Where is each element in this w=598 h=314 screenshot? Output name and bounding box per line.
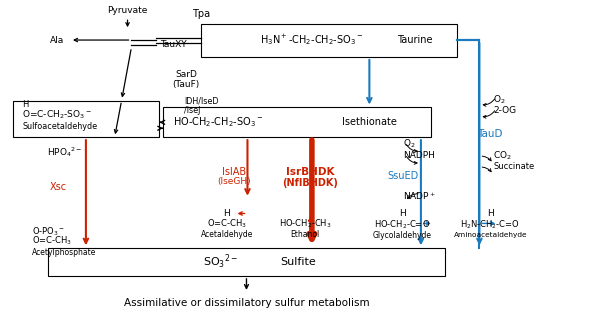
FancyBboxPatch shape	[48, 248, 445, 276]
Text: (NflBHDK): (NflBHDK)	[282, 178, 338, 188]
Text: H: H	[487, 209, 494, 218]
Text: O=C-CH$_2$-SO$_3$$^-$: O=C-CH$_2$-SO$_3$$^-$	[23, 108, 92, 121]
Text: Acetaldehyde: Acetaldehyde	[200, 230, 253, 239]
Text: HPO$_4$$^{2-}$: HPO$_4$$^{2-}$	[47, 145, 83, 159]
Text: TauXY: TauXY	[160, 41, 187, 50]
Text: NADPH: NADPH	[403, 150, 435, 160]
Text: HO-CH$_2$-CH$_3$: HO-CH$_2$-CH$_3$	[279, 217, 331, 230]
Text: H$_2$N-CH$_2$-C=O: H$_2$N-CH$_2$-C=O	[460, 218, 520, 231]
Text: H: H	[223, 209, 230, 218]
Text: HO-CH$_2$-C=O: HO-CH$_2$-C=O	[374, 218, 430, 231]
Text: IslAB: IslAB	[221, 167, 246, 177]
Text: Sulfoacetaldehyde: Sulfoacetaldehyde	[23, 122, 97, 131]
Text: IDH/IseD: IDH/IseD	[184, 97, 218, 106]
Text: Assimilative or dissimilatory sulfur metabolism: Assimilative or dissimilatory sulfur met…	[124, 298, 370, 308]
Text: Succinate: Succinate	[493, 162, 535, 171]
Text: (TauF): (TauF)	[172, 80, 200, 89]
Text: O=C-CH$_3$: O=C-CH$_3$	[32, 235, 72, 247]
Text: IsrBHDK: IsrBHDK	[286, 167, 334, 177]
Text: Taurine: Taurine	[397, 35, 432, 45]
Text: Pyruvate: Pyruvate	[108, 6, 148, 15]
Text: (IseGH): (IseGH)	[216, 177, 251, 186]
Text: O$_2$: O$_2$	[493, 93, 506, 106]
Text: H: H	[23, 100, 29, 109]
Text: Sulfite: Sulfite	[280, 257, 316, 267]
Text: Glycolaldehyde: Glycolaldehyde	[373, 231, 432, 240]
Text: HO-CH$_2$-CH$_2$-SO$_3$$^-$: HO-CH$_2$-CH$_2$-SO$_3$$^-$	[173, 116, 264, 129]
Text: Xsc: Xsc	[50, 182, 67, 192]
Text: 2-OG: 2-OG	[493, 106, 517, 115]
Text: CO$_2$: CO$_2$	[493, 150, 512, 162]
Text: O$_2$: O$_2$	[403, 138, 416, 150]
Text: TauD: TauD	[478, 129, 503, 139]
Text: H: H	[399, 209, 405, 218]
FancyBboxPatch shape	[163, 107, 431, 137]
FancyBboxPatch shape	[201, 24, 457, 57]
Text: Tpa: Tpa	[192, 9, 210, 19]
Text: Ala: Ala	[50, 35, 64, 45]
FancyBboxPatch shape	[13, 100, 159, 137]
Text: Aminoacetaldehyde: Aminoacetaldehyde	[453, 232, 527, 238]
Text: O-PO$_3$$^-$: O-PO$_3$$^-$	[32, 225, 65, 238]
Text: H$_3$N$^+$-CH$_2$-CH$_2$-SO$_3$$^-$: H$_3$N$^+$-CH$_2$-CH$_2$-SO$_3$$^-$	[260, 33, 364, 47]
Text: Ethanol: Ethanol	[290, 230, 319, 239]
Text: Isethionate: Isethionate	[341, 117, 396, 127]
Text: Acetylphosphate: Acetylphosphate	[32, 248, 97, 257]
Text: NADP$^+$: NADP$^+$	[403, 190, 437, 202]
Text: O=C-CH$_3$: O=C-CH$_3$	[207, 217, 246, 230]
Text: /IseJ: /IseJ	[184, 106, 200, 115]
Text: SarD: SarD	[175, 70, 197, 79]
Text: SsuED: SsuED	[388, 171, 419, 181]
Text: SO$_3$$^{2-}$: SO$_3$$^{2-}$	[203, 253, 239, 271]
